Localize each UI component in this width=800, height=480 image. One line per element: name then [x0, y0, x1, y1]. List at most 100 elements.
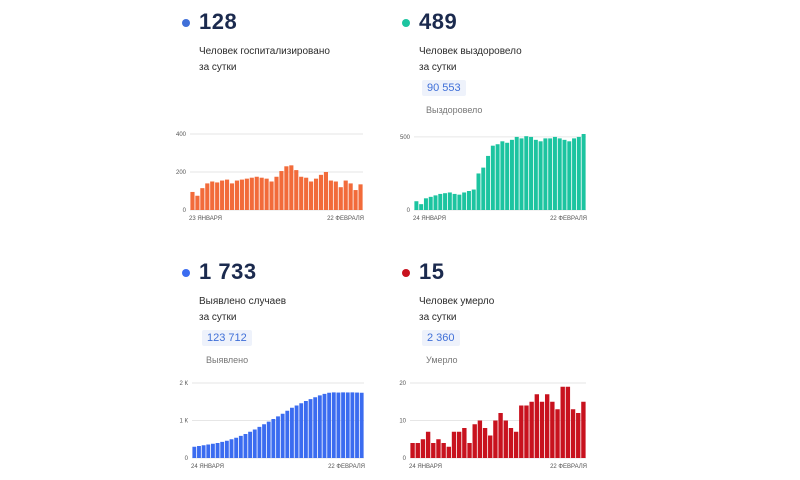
bar	[353, 190, 358, 210]
y-tick-label: 1 К	[180, 419, 189, 425]
bar	[318, 174, 324, 210]
bar	[271, 419, 276, 458]
bar	[195, 195, 200, 210]
bar	[419, 204, 424, 210]
bar	[414, 201, 419, 210]
hospitalized-description: Человек госпитализировано за сутки	[199, 44, 330, 76]
recovered-description: Человек выздоровело за сутки	[419, 44, 522, 76]
bar	[201, 445, 206, 458]
bar	[276, 416, 280, 458]
bar	[481, 167, 486, 210]
bar	[457, 194, 462, 210]
bar	[443, 193, 448, 210]
bar	[269, 181, 274, 210]
bar	[544, 394, 550, 458]
cases-panel: 1 733 Выявлено случаев за сутки 123 712 …	[180, 250, 380, 480]
bar	[524, 405, 529, 458]
bar	[200, 188, 205, 210]
bar	[524, 136, 529, 210]
bar	[323, 172, 328, 210]
hospitalized-desc-line1: Человек госпитализировано	[199, 46, 330, 57]
hospitalized-dot	[182, 19, 190, 27]
bar	[229, 183, 235, 210]
recovered-total-label: Выздоровело	[426, 105, 483, 115]
bar	[266, 421, 271, 458]
bar	[562, 139, 567, 210]
bar	[500, 141, 505, 210]
bar	[486, 155, 491, 210]
bar	[447, 192, 452, 210]
bar	[215, 443, 220, 458]
bar	[234, 437, 239, 458]
x-start-label: 24 ЯНВАРЯ	[409, 464, 442, 470]
bar	[472, 424, 477, 458]
bar	[313, 178, 319, 210]
bar	[313, 397, 318, 458]
bar	[451, 431, 457, 458]
recovered-dot	[402, 19, 410, 27]
bar	[238, 435, 243, 458]
deaths-value: 15	[419, 259, 445, 284]
hospitalized-desc-line2: за сутки	[199, 62, 237, 73]
bar	[190, 191, 195, 210]
bar	[234, 180, 240, 210]
recovered-desc-line2: за сутки	[419, 62, 457, 73]
bar	[299, 176, 304, 210]
bar	[471, 189, 476, 210]
hospitalized-panel: 128 Человек госпитализировано за сутки 0…	[176, 0, 380, 240]
deaths-dot	[402, 269, 410, 277]
bar	[534, 394, 540, 458]
bar	[345, 392, 350, 458]
bar	[466, 191, 471, 210]
bar	[308, 399, 313, 458]
bar	[425, 431, 431, 458]
cases-total-label: Выявлено	[206, 355, 249, 365]
bar	[576, 136, 581, 210]
bar	[431, 443, 436, 458]
bar	[477, 420, 483, 458]
bar	[555, 409, 560, 458]
y-tick-label: 0	[185, 456, 189, 462]
bar	[538, 141, 543, 210]
bar	[452, 193, 457, 210]
bar	[514, 136, 519, 210]
bar	[220, 180, 225, 210]
bar	[294, 405, 299, 458]
bar	[446, 446, 452, 458]
bar	[476, 173, 481, 210]
bar	[565, 386, 571, 458]
bar	[581, 401, 586, 458]
recovered-desc-line1: Человек выздоровело	[419, 46, 522, 57]
bar	[355, 392, 359, 458]
bar	[359, 392, 364, 458]
deaths-description: Человек умерло за сутки	[419, 294, 494, 326]
x-start-label: 24 ЯНВАРЯ	[191, 464, 224, 470]
bar	[505, 142, 510, 210]
bar	[423, 198, 428, 210]
bar	[350, 392, 355, 458]
bar	[192, 446, 197, 458]
bar	[428, 196, 433, 210]
bar	[488, 435, 493, 458]
bar	[508, 428, 514, 458]
bar	[529, 401, 534, 458]
bar	[543, 138, 548, 210]
y-tick-label: 2 К	[180, 381, 189, 387]
bar	[358, 184, 363, 210]
bar	[229, 439, 234, 458]
bar	[557, 138, 562, 210]
cases-total: 123 712	[202, 330, 252, 346]
cases-chart: 0 1 К 2 К 24 ЯНВАРЯ 22 ФЕВРАЛЯ	[180, 381, 366, 470]
bar	[513, 431, 519, 458]
cases-dot	[182, 269, 190, 277]
bar	[285, 410, 290, 458]
bar	[467, 443, 472, 458]
bar	[529, 136, 534, 210]
deaths-total: 2 360	[422, 330, 460, 346]
bar	[303, 401, 308, 458]
x-end-label: 22 ФЕВРАЛЯ	[327, 216, 364, 222]
bar	[225, 179, 230, 210]
bar	[533, 139, 538, 210]
y-tick-label: 400	[176, 132, 187, 138]
bar	[322, 393, 327, 458]
